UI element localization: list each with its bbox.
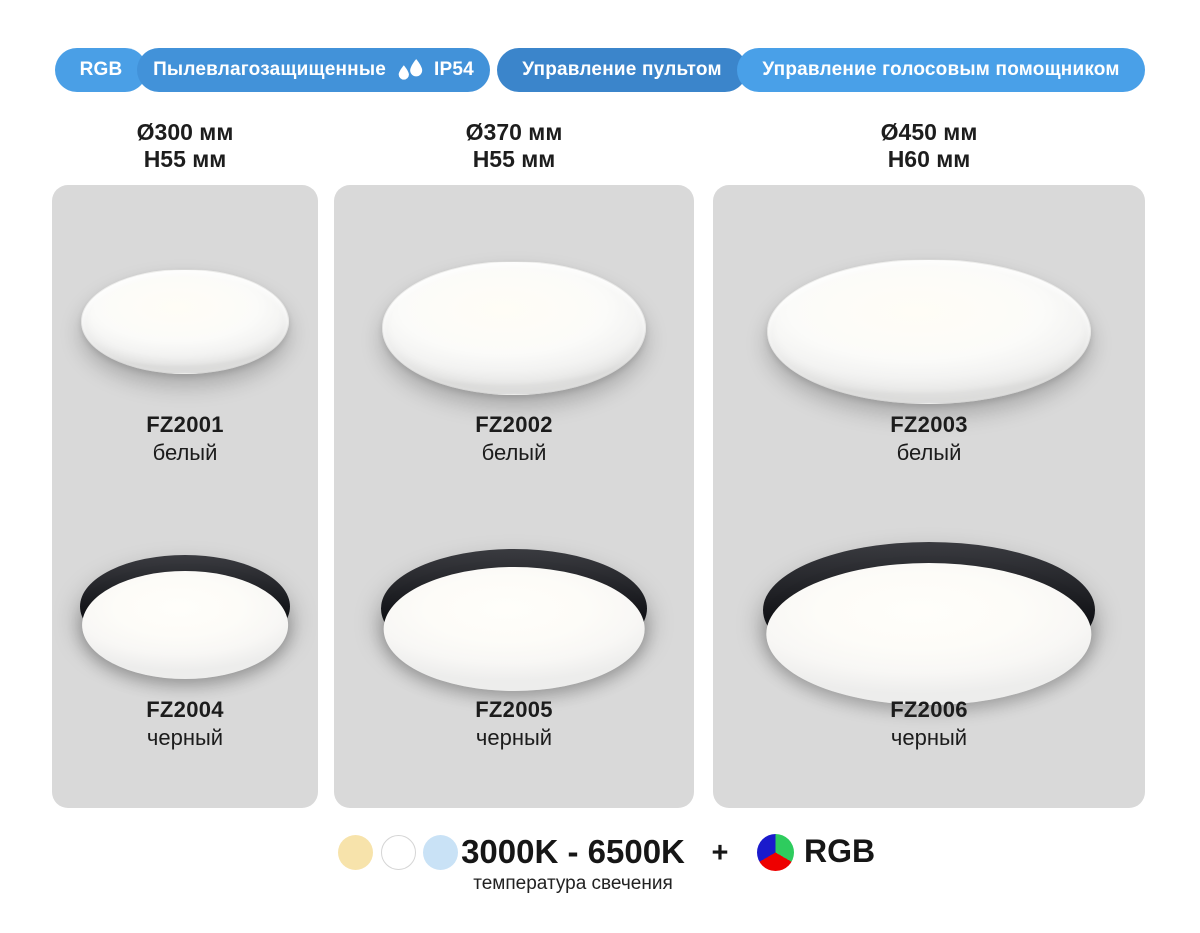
badge-voice-control[interactable]: Управление голосовым помощником: [737, 48, 1145, 92]
product-code: FZ2003: [890, 412, 968, 437]
product-label: FZ2004 черный: [52, 697, 318, 751]
badge-remote-control[interactable]: Управление пультом: [497, 48, 747, 92]
dimensions-column-1: Ø300 мм H55 мм: [52, 119, 318, 173]
diameter-label: Ø300 мм: [136, 119, 234, 145]
product-color-name: белый: [896, 440, 962, 465]
product-color-name: белый: [152, 440, 218, 465]
height-label: H60 мм: [887, 146, 971, 172]
plus-sign: +: [711, 837, 729, 869]
neutral-white-swatch: [381, 835, 416, 870]
product-label: FZ2006 черный: [713, 697, 1145, 751]
product-code: FZ2002: [475, 412, 553, 437]
product-code: FZ2001: [146, 412, 224, 437]
lamp-photo-black: [381, 549, 647, 692]
badge-ip54-label: Пылевлагозащищенные: [153, 59, 387, 80]
diameter-label: Ø370 мм: [465, 119, 563, 145]
product-color-name: черный: [146, 725, 224, 750]
lamp-photo-black: [763, 542, 1095, 705]
product-label: FZ2005 черный: [334, 697, 694, 751]
dimensions-column-2: Ø370 мм H55 мм: [334, 119, 694, 173]
cool-white-swatch: [423, 835, 458, 870]
badge-ip54-rating: IP54: [434, 59, 474, 80]
rgb-color-wheel-icon: [757, 834, 794, 871]
product-color-name: белый: [481, 440, 547, 465]
badge-voice-control-label: Управление голосовым помощником: [762, 59, 1120, 80]
product-color-name: черный: [475, 725, 553, 750]
diameter-label: Ø450 мм: [880, 119, 978, 145]
badge-remote-control-label: Управление пультом: [522, 59, 722, 80]
lamp-photo-black: [80, 555, 290, 679]
badge-rgb[interactable]: RGB: [55, 48, 147, 92]
product-label: FZ2001 белый: [52, 412, 318, 466]
water-drops-icon: [398, 58, 423, 80]
product-code: FZ2006: [890, 697, 968, 722]
lamp-photo-white: [81, 269, 289, 374]
product-color-name: черный: [890, 725, 968, 750]
product-code: FZ2005: [475, 697, 553, 722]
height-label: H55 мм: [472, 146, 556, 172]
dimensions-column-3: Ø450 мм H60 мм: [713, 119, 1145, 173]
product-label: FZ2003 белый: [713, 412, 1145, 466]
height-label: H55 мм: [143, 146, 227, 172]
temperature-range: 3000K - 6500K: [461, 833, 685, 870]
lamp-diffuser: [383, 566, 645, 692]
product-code: FZ2004: [146, 697, 224, 722]
product-card-fz2002-fz2005[interactable]: FZ2002 белый FZ2005 черный: [334, 185, 694, 808]
lamp-diffuser: [82, 570, 288, 679]
warm-white-swatch: [338, 835, 373, 870]
badge-ip54[interactable]: Пылевлагозащищенные IP54: [137, 48, 490, 92]
product-label: FZ2002 белый: [334, 412, 694, 466]
lamp-photo-white: [767, 259, 1091, 404]
lamp-diffuser: [766, 562, 1092, 705]
product-card-fz2001-fz2004[interactable]: FZ2001 белый FZ2004 черный: [52, 185, 318, 808]
rgb-label: RGB: [804, 833, 876, 869]
lamp-photo-white: [382, 261, 646, 395]
product-card-fz2003-fz2006[interactable]: FZ2003 белый FZ2006 черный: [713, 185, 1145, 808]
badge-rgb-label: RGB: [79, 59, 123, 80]
temperature-caption: температура свечения: [473, 873, 673, 894]
